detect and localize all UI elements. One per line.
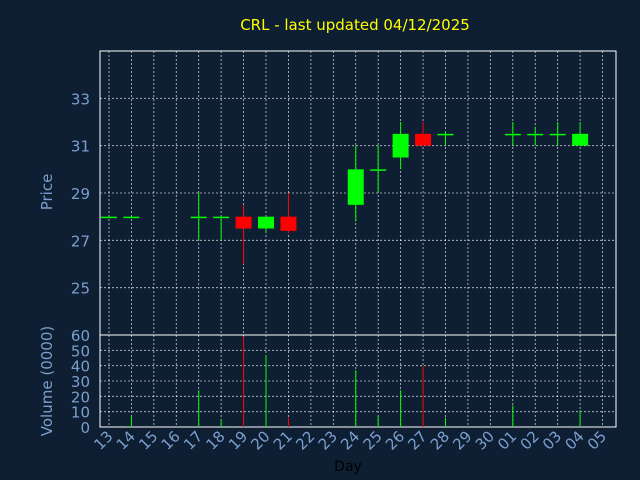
candle-body (504, 133, 521, 136)
price-tick-label: 33 (71, 90, 90, 108)
candle-body (213, 216, 230, 219)
price-panel: 25 27 29 31 33 (71, 50, 617, 336)
price-axis-label: Price (38, 174, 56, 211)
candle-body (100, 216, 117, 219)
candle-body (347, 169, 364, 205)
volume-tick-label: 60 (71, 327, 90, 345)
chart-title: CRL - last updated 04/12/2025 (240, 16, 470, 34)
candle-body (190, 216, 207, 219)
volume-tick-label: 10 (71, 404, 90, 422)
x-axis: 1314151617181920212223242526272829300102… (90, 427, 610, 453)
x-axis-label: Day (334, 459, 362, 475)
x-tick-label: 05 (584, 427, 610, 453)
candle-body (258, 216, 275, 229)
candle-body (392, 133, 409, 158)
candle-body (415, 133, 432, 146)
volume-tick-label: 30 (71, 373, 90, 391)
price-tick-label: 25 (71, 280, 90, 298)
candle-body (280, 216, 297, 231)
candle-body (572, 133, 589, 146)
volume-tick-label: 0 (80, 419, 90, 437)
price-tick-label: 31 (71, 138, 90, 156)
volume-tick-label: 20 (71, 388, 90, 406)
candle-body (235, 216, 252, 229)
volume-frame (99, 334, 617, 428)
candle-body (527, 133, 544, 136)
candle-body (437, 133, 454, 136)
volume-axis-label: Volume (0000) (38, 326, 56, 436)
price-tick-label: 27 (71, 232, 90, 250)
candle-body (123, 216, 140, 219)
volume-tick-label: 40 (71, 358, 90, 376)
price-tick-label: 29 (71, 185, 90, 203)
candle-body (370, 169, 387, 171)
volume-tick-label: 50 (71, 342, 90, 360)
candle-body (549, 133, 566, 136)
